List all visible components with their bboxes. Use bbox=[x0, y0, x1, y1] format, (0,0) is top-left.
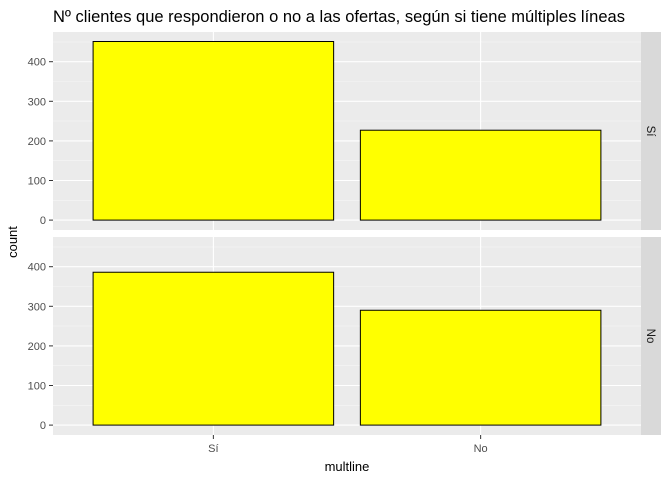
facet-panel: 0 100 200 300 400 Sí bbox=[28, 32, 661, 230]
facet-panel: 0 100 200 300 400 No bbox=[28, 237, 661, 435]
facet-strip bbox=[641, 237, 661, 435]
y-tick-label: 300 bbox=[28, 96, 46, 108]
y-tick-label: 400 bbox=[28, 262, 46, 274]
y-tick-label: 0 bbox=[40, 420, 46, 432]
bar bbox=[359, 309, 602, 426]
facet-strip bbox=[641, 32, 661, 230]
chart-title: Nº clientes que respondieron o no a las … bbox=[53, 8, 625, 26]
y-axis-title: count bbox=[5, 226, 20, 258]
x-axis-title: multline bbox=[325, 459, 370, 474]
y-tick-label: 100 bbox=[28, 176, 46, 188]
facet-panels: 0 100 200 300 400 Sí 0 100 200 300 400 No bbox=[28, 32, 661, 435]
x-tick-label: Sí bbox=[208, 443, 218, 455]
bar bbox=[92, 271, 335, 426]
y-tick-label: 400 bbox=[28, 57, 46, 69]
y-tick-label: 200 bbox=[28, 341, 46, 353]
facet-strip-label: Sí bbox=[644, 126, 656, 138]
bar bbox=[359, 129, 602, 221]
y-tick-label: 300 bbox=[28, 301, 46, 313]
y-tick-label: 0 bbox=[40, 215, 46, 227]
x-axis: Sí No bbox=[208, 435, 488, 455]
y-tick-label: 100 bbox=[28, 381, 46, 393]
y-tick-label: 200 bbox=[28, 136, 46, 148]
bar bbox=[92, 41, 335, 221]
x-tick-label: No bbox=[474, 443, 488, 455]
facet-strip-label: No bbox=[644, 329, 656, 344]
